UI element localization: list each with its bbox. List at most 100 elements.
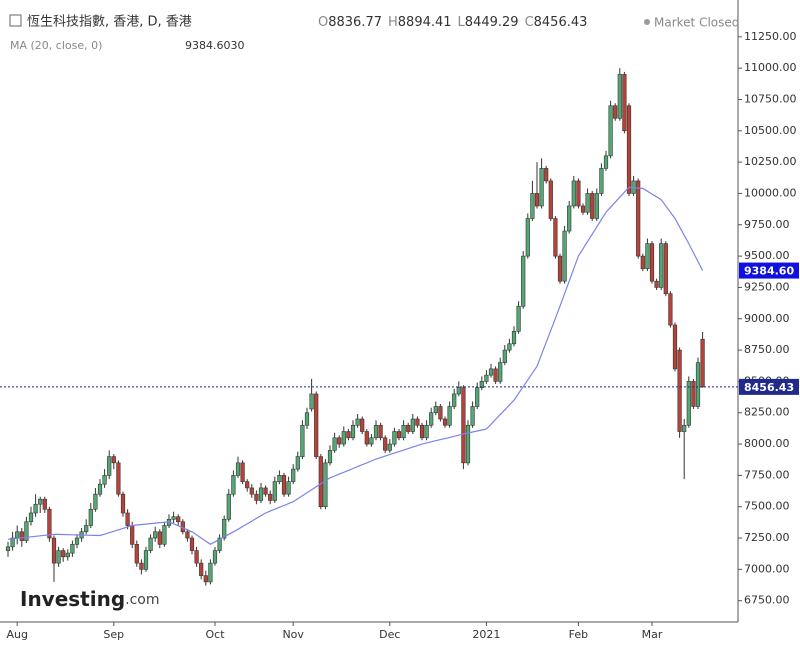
candle-body (695, 362, 701, 407)
candle-body (392, 431, 397, 445)
candle-body (337, 437, 342, 445)
candle-body (364, 431, 369, 445)
y-tick-label: 8250.00 (744, 406, 790, 419)
candle-body (502, 349, 507, 363)
candle-body (70, 544, 75, 554)
candle-body (88, 508, 93, 526)
ohlc-label: L (458, 15, 466, 30)
y-tick-label: 7250.00 (744, 531, 790, 544)
candle-body (613, 105, 618, 119)
candle-body (406, 424, 411, 432)
ma-legend-name: MA (20, close, 0) (10, 39, 102, 52)
status-dot (644, 19, 650, 25)
candle-body (97, 483, 103, 495)
ohlc-value: 8449.29 (465, 15, 519, 30)
candle-body (318, 456, 323, 508)
candle-body (199, 562, 204, 576)
candle-body (498, 362, 503, 382)
y-tick-label: 6750.00 (744, 594, 790, 607)
candle-body (488, 368, 494, 376)
candle-body (686, 381, 691, 426)
candle-body (102, 475, 107, 485)
candle-body (226, 493, 231, 520)
candle-body (700, 338, 705, 388)
candle-body (585, 193, 590, 213)
candle-body (51, 537, 57, 564)
candle-body (682, 424, 687, 432)
candle-body (38, 498, 43, 505)
y-tick-label: 9250.00 (744, 280, 790, 293)
candle-body (332, 437, 337, 451)
candle-body (116, 462, 121, 495)
candle-body (268, 493, 273, 501)
chart-title: 恆生科技指數, 香港, D, 香港 (27, 15, 192, 30)
candle-body (461, 387, 466, 464)
candle-body (235, 462, 241, 476)
candle-body (120, 493, 126, 514)
candle-body (65, 552, 70, 558)
y-tick-label: 10750.00 (744, 92, 797, 105)
candle-body (544, 168, 549, 182)
candle-body (157, 531, 162, 545)
candle-body (327, 450, 333, 464)
candle-body (47, 508, 52, 539)
candle-body (456, 387, 461, 395)
candle-body (143, 550, 149, 570)
plot-area (0, 68, 738, 586)
candle-body (622, 74, 627, 132)
candle-body (355, 418, 360, 426)
candle-body (470, 406, 475, 426)
candle-body (314, 393, 319, 457)
candle-body (323, 462, 328, 508)
candle-body (599, 168, 604, 194)
y-tick-label: 11250.00 (744, 30, 797, 43)
candle-body (378, 424, 383, 439)
candle-body (217, 537, 222, 551)
candle-body (594, 193, 599, 219)
ohlc-readout: O8836.77 H8894.41 L8449.29 C8456.43 (318, 15, 587, 30)
collapse-icon[interactable] (9, 14, 22, 27)
candle-body (350, 424, 356, 439)
logo-name: Investing (20, 587, 125, 611)
candle-body (373, 424, 379, 439)
candle-body (93, 493, 98, 510)
candle-body (401, 424, 406, 439)
candle-body (383, 437, 388, 451)
candle-body (61, 550, 66, 558)
candle-body (272, 481, 277, 501)
candle-body (42, 498, 47, 510)
ohlc-value: 8456.43 (534, 15, 588, 30)
candle-body (231, 475, 236, 495)
candle-body (553, 218, 558, 257)
candle-body (222, 518, 227, 539)
candle-body (5, 546, 11, 551)
ohlc-label: C (525, 15, 534, 30)
candle-body (567, 205, 572, 232)
candle-body (369, 437, 374, 445)
market-status: Market Closed (654, 16, 739, 30)
price-tag-label: 9384.60 (744, 265, 794, 278)
candle-body (139, 562, 144, 570)
candle-body (677, 349, 682, 432)
y-tick-label: 8750.00 (744, 343, 790, 356)
candle-body (162, 525, 167, 545)
ohlc-value: 8836.77 (328, 15, 382, 30)
candle-body (539, 168, 544, 207)
ma-line (7, 186, 704, 546)
y-tick-label: 7500.00 (744, 500, 790, 513)
x-tick-label: 2021 (472, 628, 500, 641)
ohlc-value: 8894.41 (398, 15, 452, 30)
candle-body (208, 562, 213, 583)
candle-body (295, 456, 300, 470)
candle-body (433, 406, 438, 414)
candle-body (309, 393, 314, 410)
logo: Investing.com (20, 587, 160, 611)
candle-body (663, 243, 668, 294)
candle-body (148, 537, 153, 551)
y-tick-label: 10500.00 (744, 124, 797, 137)
candle-body (189, 537, 195, 551)
candle-body (281, 475, 287, 495)
candle-body (475, 387, 480, 407)
y-tick-label: 9750.00 (744, 218, 790, 231)
